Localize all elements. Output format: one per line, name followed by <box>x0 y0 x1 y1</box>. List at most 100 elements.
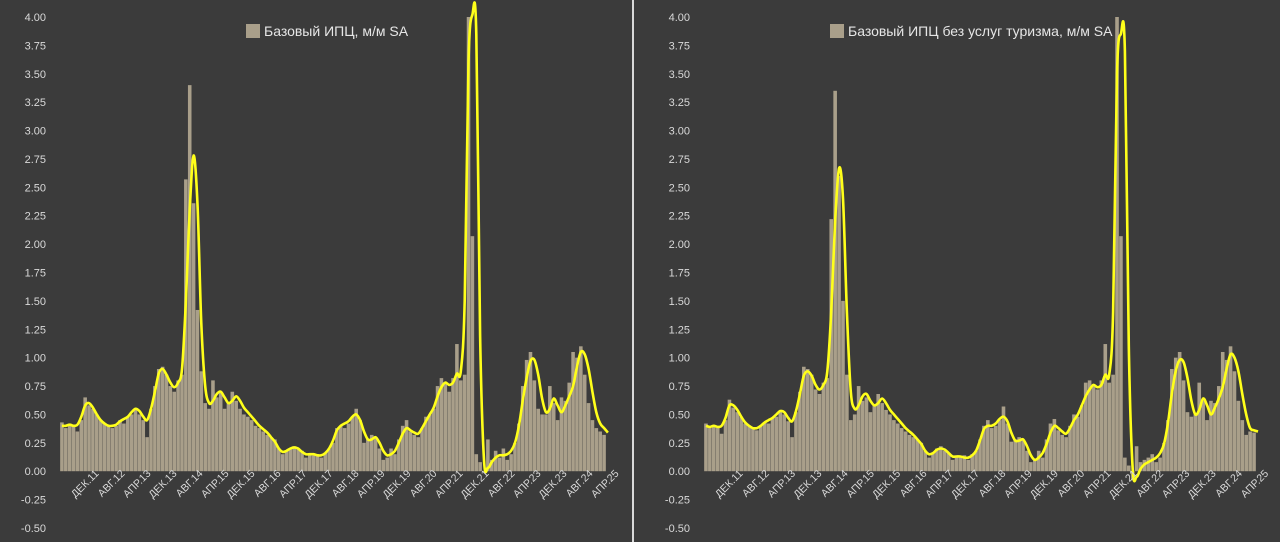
bar <box>110 428 115 472</box>
y-tick-label: 4.00 <box>669 12 690 24</box>
bar <box>1017 437 1021 472</box>
bar <box>311 455 316 472</box>
bar <box>327 448 331 472</box>
bar <box>280 454 285 472</box>
bar <box>778 411 783 472</box>
bar <box>711 425 716 472</box>
bar <box>180 374 184 472</box>
bar <box>1048 423 1053 472</box>
bar <box>805 369 810 472</box>
bar <box>125 416 130 472</box>
bar <box>532 380 537 472</box>
bar <box>79 420 84 472</box>
bar <box>927 457 931 472</box>
bar <box>582 374 587 472</box>
y-tick-label: 3.50 <box>669 69 690 81</box>
bar <box>203 403 207 472</box>
bar <box>234 400 238 472</box>
x-tick-label: АПР.25 <box>589 468 622 501</box>
y-tick-label: 0.25 <box>669 438 690 450</box>
bar <box>253 425 258 472</box>
bar <box>447 391 451 472</box>
y-tick-label: 0.25 <box>25 438 46 450</box>
bar <box>1205 420 1209 472</box>
x-tick-label: ДЕК.19 <box>1028 468 1061 501</box>
bar <box>751 428 755 472</box>
bar <box>269 437 273 472</box>
bar <box>1060 434 1065 472</box>
bar <box>982 425 986 472</box>
bar <box>1040 457 1045 472</box>
bar <box>880 403 884 472</box>
y-tick-label: 2.50 <box>669 182 690 194</box>
bar <box>739 416 743 472</box>
y-tick-label: 2.00 <box>669 239 690 251</box>
bar <box>493 450 498 472</box>
y-tick-label: 1.50 <box>669 296 690 308</box>
bar <box>164 374 169 472</box>
bar <box>133 408 138 472</box>
y-tick-label: 3.50 <box>25 69 46 81</box>
bar <box>868 412 873 472</box>
bar <box>195 309 200 472</box>
bar <box>923 450 927 472</box>
bar <box>505 459 510 472</box>
bar <box>852 414 857 472</box>
bar <box>393 454 397 472</box>
bar <box>559 397 564 472</box>
y-tick-label: 2.75 <box>25 154 46 166</box>
bar <box>129 414 134 472</box>
bar <box>412 434 417 472</box>
bar <box>770 417 775 472</box>
bar <box>1033 459 1037 472</box>
y-tick-label: 1.25 <box>25 324 46 336</box>
bar <box>342 428 347 472</box>
bar <box>1240 420 1245 472</box>
y-tick-label: 0.75 <box>669 381 690 393</box>
x-tick-label: ДЕК.11 <box>69 468 102 501</box>
bar <box>273 439 277 472</box>
bar <box>978 439 982 472</box>
y-tick-label: 1.00 <box>25 353 46 365</box>
bar <box>845 374 849 472</box>
bar <box>790 437 794 472</box>
legend-swatch <box>830 24 844 38</box>
bar <box>1146 457 1151 472</box>
bar <box>172 391 177 472</box>
y-tick-label: 3.00 <box>25 126 46 138</box>
y-tick-label: 3.00 <box>669 126 690 138</box>
bar <box>187 85 192 472</box>
bar <box>242 414 246 472</box>
bar <box>315 454 320 472</box>
bar <box>892 420 896 472</box>
bar <box>358 420 362 472</box>
bar <box>551 403 556 472</box>
bar <box>215 397 219 472</box>
trend-line <box>61 1 609 474</box>
bar <box>758 425 763 472</box>
legend-label: Базовый ИПЦ без услуг туризма, м/м SA <box>848 23 1113 39</box>
bar <box>958 456 963 472</box>
y-tick-label: -0.50 <box>21 523 46 535</box>
bar <box>307 454 312 472</box>
bar <box>919 442 924 472</box>
bar <box>517 423 521 472</box>
bar <box>1189 416 1194 472</box>
bar <box>849 420 853 472</box>
bar <box>563 400 568 472</box>
bar <box>366 439 370 472</box>
bar <box>1252 432 1256 472</box>
trend-line <box>705 20 1259 483</box>
bar <box>895 423 900 472</box>
bar <box>794 412 798 472</box>
bar <box>1064 437 1068 472</box>
bar <box>145 437 149 472</box>
y-tick-label: 3.25 <box>669 97 690 109</box>
bar <box>400 425 405 472</box>
bar <box>249 420 254 472</box>
bar <box>1103 344 1108 472</box>
bar <box>319 457 324 472</box>
y-tick-label: 2.75 <box>669 154 690 166</box>
bar <box>727 399 732 472</box>
bar <box>1056 430 1061 472</box>
